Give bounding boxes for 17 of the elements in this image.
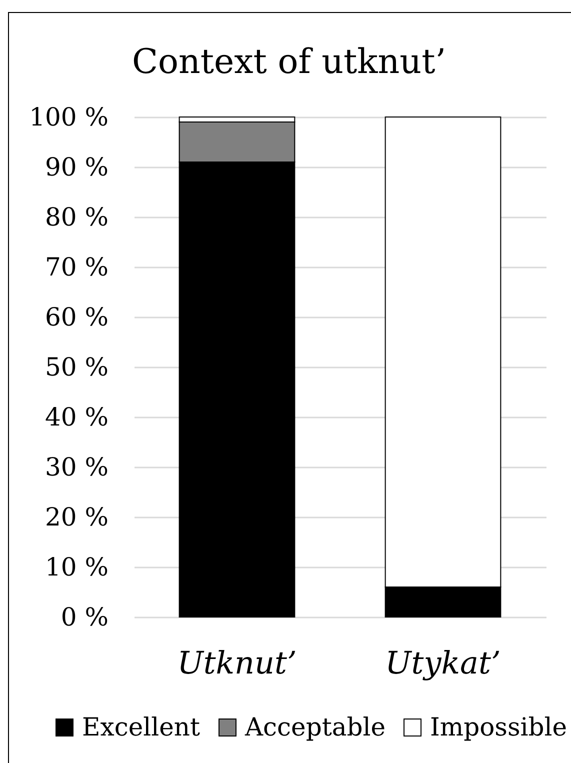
y-tick-label: 40 %	[44, 402, 108, 432]
y-tick-label: 0 %	[60, 602, 108, 632]
y-tick-label: 100 %	[29, 102, 108, 132]
y-tick-label: 80 %	[44, 202, 108, 232]
y-tick-label: 20 %	[44, 502, 108, 532]
legend-label: Excellent	[82, 712, 200, 742]
x-tick-label: Utykat’	[385, 646, 501, 682]
y-tick-label: 30 %	[44, 452, 108, 482]
legend-label: Impossible	[430, 712, 568, 742]
y-tick-label: 60 %	[44, 302, 108, 332]
x-tick-label: Utknut’	[177, 646, 297, 682]
chart-title: Context of utknut’	[132, 42, 446, 82]
y-tick-label: 10 %	[44, 552, 108, 582]
legend-label: Acceptable	[244, 712, 386, 742]
y-tick-label: 70 %	[44, 252, 108, 282]
y-tick-label: 90 %	[44, 152, 108, 182]
y-tick-label: 50 %	[44, 352, 108, 382]
